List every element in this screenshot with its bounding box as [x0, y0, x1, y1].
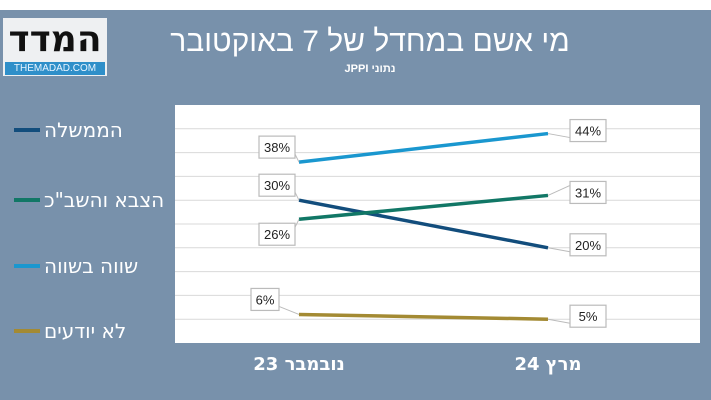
legend-item: שווה בשווה — [14, 254, 174, 278]
logo-text: המדד — [8, 19, 102, 60]
data-label: 20% — [575, 238, 601, 253]
data-label-box — [258, 222, 296, 246]
label-leader — [294, 219, 300, 228]
label-leader — [278, 305, 300, 315]
logo-url: THEMADAD.COM — [5, 62, 105, 75]
legend-item: הממשלה — [14, 118, 174, 142]
label-leader — [547, 318, 571, 324]
data-label: 44% — [575, 124, 601, 139]
series-line — [298, 312, 549, 321]
data-label: 6% — [256, 292, 275, 307]
chart-title: מי אשם במחדל של 7 באוקטובר — [170, 25, 570, 58]
series-line — [298, 193, 549, 221]
data-label-box — [569, 233, 607, 257]
data-label-box — [569, 180, 607, 205]
data-label-box — [258, 135, 296, 159]
legend-item: הצבא והשב"כ — [14, 188, 174, 212]
label-leader — [547, 184, 571, 196]
data-label: 5% — [579, 309, 598, 324]
label-leader — [294, 191, 300, 201]
legend-label: לא יודעים — [44, 319, 127, 343]
chart-subtitle: נתוני JPPI — [344, 63, 396, 75]
data-label-box — [250, 287, 280, 312]
series-line — [298, 131, 549, 164]
legend-item: לא יודעים — [14, 319, 174, 343]
data-label-box — [569, 118, 607, 143]
legend-label: הממשלה — [44, 118, 123, 142]
data-label-box — [569, 304, 607, 328]
data-label-box — [258, 173, 296, 197]
legend-swatch — [14, 264, 40, 268]
series-line — [298, 198, 549, 250]
legend-swatch — [14, 329, 40, 333]
data-label: 26% — [264, 227, 290, 242]
data-label: 38% — [264, 140, 290, 155]
legend-label: שווה בשווה — [44, 254, 139, 278]
label-leader — [294, 153, 300, 163]
legend-swatch — [14, 198, 40, 202]
legend-label: הצבא והשב"כ — [44, 188, 165, 212]
x-tick-label: נובמבר 23 — [253, 354, 345, 375]
logo: המדד THEMADAD.COM — [3, 18, 107, 76]
label-leader — [547, 247, 571, 253]
x-tick-label: מרץ 24 — [514, 354, 582, 375]
label-leader — [547, 133, 571, 139]
data-label: 30% — [264, 178, 290, 193]
data-label: 31% — [575, 185, 601, 200]
legend-swatch — [14, 128, 40, 132]
